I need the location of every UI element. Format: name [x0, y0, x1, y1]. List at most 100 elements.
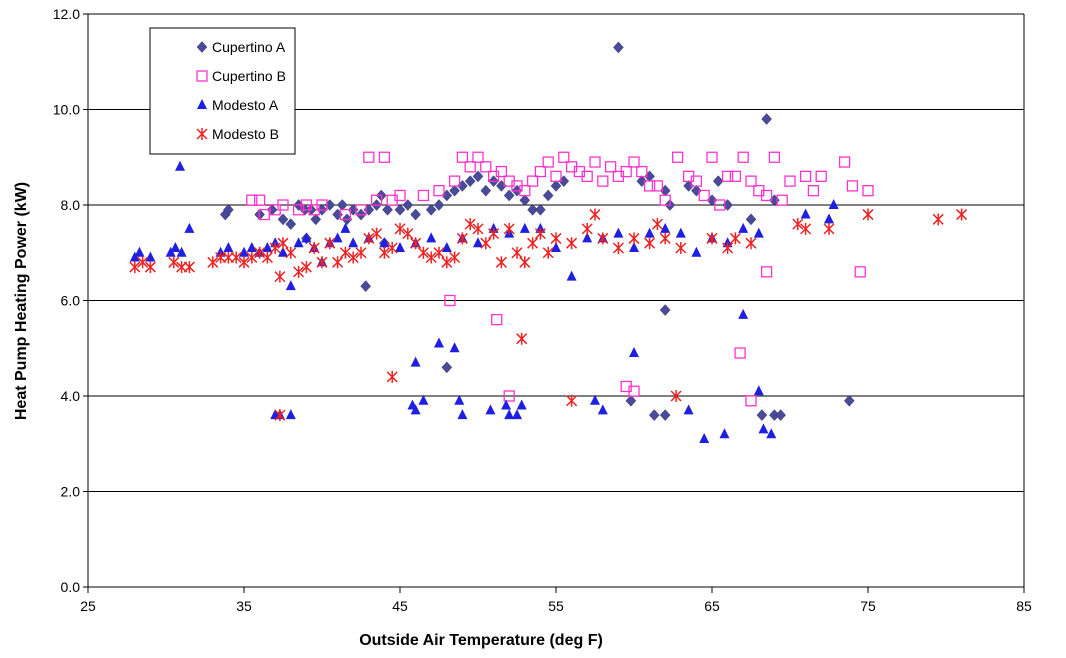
data-point	[444, 294, 456, 307]
legend-label: Cupertino B	[212, 68, 286, 84]
data-point	[792, 218, 804, 231]
data-point	[846, 180, 859, 192]
data-point	[254, 246, 266, 259]
data-point	[519, 194, 531, 207]
data-point	[503, 390, 515, 402]
data-point	[425, 203, 437, 216]
data-point	[262, 241, 273, 252]
data-point	[620, 165, 632, 178]
data-point	[659, 232, 671, 245]
y-tick-label: 12.0	[53, 6, 80, 22]
data-point	[246, 194, 258, 206]
data-point	[729, 232, 741, 245]
data-point	[670, 390, 682, 402]
data-point	[516, 332, 528, 345]
data-point	[722, 241, 734, 254]
data-point	[519, 256, 531, 269]
data-point	[534, 165, 547, 178]
data-point	[332, 232, 343, 243]
data-point	[464, 161, 476, 173]
y-tick-label: 0.0	[61, 579, 81, 595]
data-point	[410, 404, 421, 415]
data-point	[394, 189, 406, 202]
data-point	[504, 409, 515, 420]
data-point	[675, 241, 687, 254]
data-point	[480, 161, 492, 173]
x-tick-label: 85	[1016, 598, 1032, 614]
data-point	[246, 241, 257, 252]
data-point	[258, 208, 270, 221]
data-point	[310, 213, 322, 226]
data-point	[277, 213, 289, 226]
data-point	[690, 175, 703, 187]
data-point	[274, 409, 286, 422]
data-point	[285, 246, 297, 259]
data-point	[480, 184, 492, 197]
data-point	[176, 246, 187, 257]
data-point	[433, 199, 445, 211]
data-point	[168, 256, 180, 269]
data-point	[441, 361, 453, 374]
data-point	[582, 232, 593, 243]
data-point	[519, 222, 530, 233]
data-point	[706, 232, 718, 245]
data-point	[745, 237, 757, 250]
data-point	[332, 256, 344, 269]
data-point	[566, 394, 578, 407]
data-point	[597, 175, 609, 187]
legend-box	[149, 27, 296, 155]
data-point	[472, 222, 484, 235]
legend: Cupertino A Cupertino B Modesto A Modesto B	[149, 27, 296, 155]
data-point	[516, 399, 527, 410]
data-point	[566, 237, 578, 250]
data-point	[261, 251, 273, 264]
data-point	[636, 165, 648, 178]
data-point	[712, 175, 724, 187]
series-4	[129, 208, 968, 422]
data-point	[332, 208, 343, 221]
data-point	[449, 342, 460, 353]
data-point	[691, 246, 702, 257]
data-point	[347, 251, 359, 264]
data-point	[753, 227, 764, 238]
data-point	[651, 180, 664, 192]
data-point	[449, 184, 460, 197]
data-point	[719, 428, 730, 439]
data-point	[714, 199, 726, 211]
data-point	[761, 113, 772, 125]
data-point	[535, 203, 546, 216]
data-point	[277, 199, 289, 211]
data-point	[526, 175, 539, 187]
data-point	[184, 222, 195, 233]
data-point	[285, 409, 296, 420]
data-point	[410, 356, 421, 367]
legend-marker	[196, 41, 208, 53]
data-point	[612, 241, 624, 254]
data-point	[581, 222, 593, 235]
legend-label: Modesto A	[212, 97, 279, 113]
data-point	[222, 251, 234, 264]
data-point	[472, 151, 484, 163]
data-point	[643, 180, 656, 192]
data-point	[551, 241, 561, 252]
data-point	[534, 227, 546, 240]
data-point	[590, 394, 600, 405]
data-point	[683, 404, 694, 415]
data-point	[527, 203, 538, 216]
data-point	[823, 222, 835, 235]
data-point	[473, 237, 483, 248]
data-point	[542, 156, 554, 168]
data-point	[597, 404, 608, 415]
data-point	[336, 199, 348, 211]
data-point	[815, 170, 827, 183]
x-tick-label: 65	[704, 598, 720, 614]
data-point	[355, 204, 367, 216]
data-point	[589, 208, 601, 221]
data-point	[293, 265, 305, 278]
data-point	[566, 270, 577, 281]
data-point	[386, 241, 398, 254]
y-axis-title: Heat Pump Heating Power (kW)	[13, 182, 30, 420]
data-point	[300, 261, 312, 274]
data-point	[862, 208, 874, 221]
y-tick-label: 4.0	[61, 388, 81, 404]
